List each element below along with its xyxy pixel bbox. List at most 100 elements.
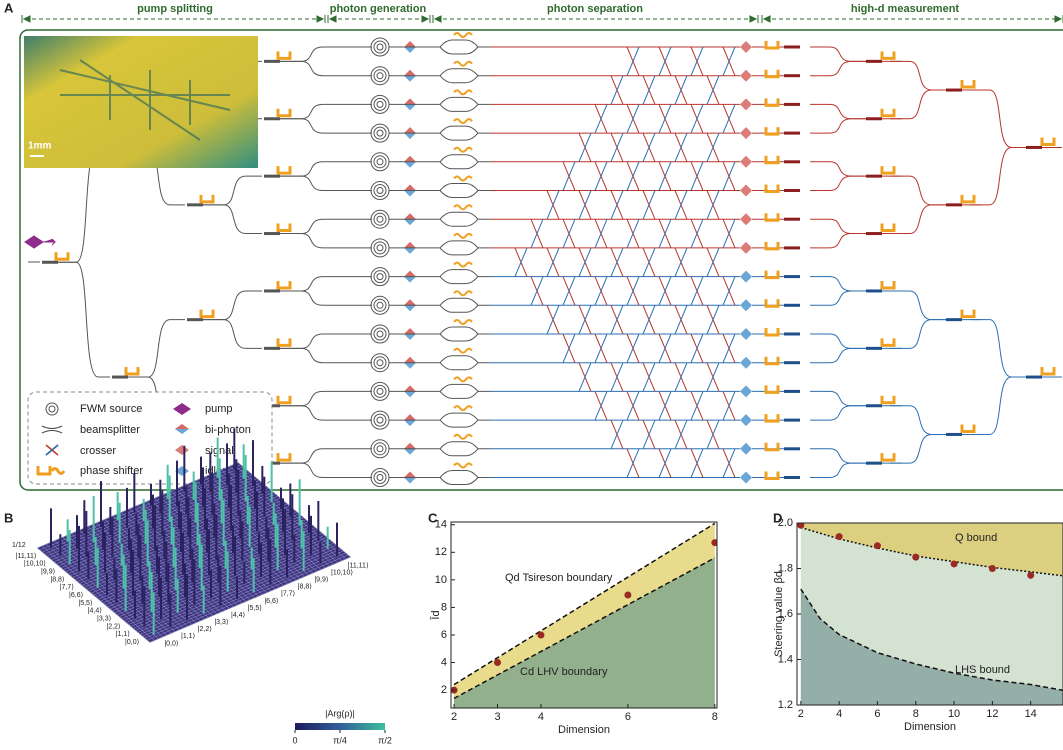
row-label: |6,6⟩ (69, 591, 84, 599)
beamsplitter (784, 46, 800, 49)
phase-shifter (766, 414, 778, 421)
legend-label: beamsplitter (80, 424, 140, 436)
beamsplitter (866, 232, 882, 235)
fwm-source (377, 475, 383, 481)
fwm-source (374, 242, 386, 254)
idler (740, 271, 752, 283)
heater (454, 291, 472, 295)
y-tick-label: 10 (435, 574, 447, 586)
phase-shifter (766, 472, 778, 479)
signal (740, 156, 752, 168)
col-label: |0,0⟩ (164, 639, 179, 647)
fwm-source (377, 360, 383, 366)
waveguide (810, 391, 866, 405)
beamsplitter (112, 376, 128, 379)
fwm-source (374, 271, 386, 283)
idler (740, 328, 752, 340)
panel-label: B (4, 510, 13, 525)
beamsplitter (946, 318, 962, 321)
heater (454, 148, 472, 152)
heater (454, 90, 472, 94)
phase-shifter (766, 271, 778, 278)
fwm-source (374, 443, 386, 455)
row-label: |5,5⟩ (78, 599, 93, 607)
figure: A B C D pump splitting photon generation… (0, 0, 1063, 750)
beamsplitter (264, 175, 280, 178)
row-label: |3,3⟩ (97, 614, 112, 622)
z-label: 1/12 (12, 542, 26, 549)
waveguide (389, 356, 490, 370)
section-title: photon separation (547, 3, 643, 15)
col-label: |2,2⟩ (198, 625, 213, 633)
x-tick-label: 4 (538, 711, 544, 723)
fwm-source (377, 101, 383, 107)
section-title: high-d measurement (851, 3, 960, 15)
heater (454, 234, 472, 238)
beamsplitter (784, 476, 800, 479)
phase-shifter (882, 166, 894, 173)
waveguide (810, 348, 866, 362)
beamsplitter (866, 462, 882, 465)
waveguide (389, 241, 490, 255)
fwm-source (374, 472, 386, 484)
phase-shifter (882, 453, 894, 460)
waveguide (389, 69, 490, 83)
data-point (836, 533, 843, 540)
colorbar-tick-label: π/4 (333, 735, 347, 745)
x-axis-label: Dimension (904, 721, 956, 733)
fwm-source (374, 70, 386, 82)
waveguide (280, 176, 340, 190)
colorbar-tick-label: π/2 (378, 735, 392, 745)
waveguide (389, 442, 490, 456)
fwm-source (377, 331, 383, 337)
row-label: |8,8⟩ (50, 575, 65, 583)
waveguide (810, 463, 866, 477)
phase-shifter (766, 213, 778, 220)
waveguide (389, 97, 490, 111)
waveguide (810, 234, 866, 248)
waveguide (280, 234, 340, 248)
col-label: |11,11⟩ (348, 561, 369, 569)
waveguide (58, 262, 110, 377)
phase-shifter (278, 109, 290, 116)
fwm-source (377, 130, 383, 136)
phase-shifter (882, 109, 894, 116)
beamsplitter (187, 203, 203, 206)
col-label: |6,6⟩ (264, 597, 279, 605)
waveguide (890, 291, 946, 320)
waveguide (890, 406, 946, 435)
waveguide (810, 291, 866, 305)
beamsplitter (784, 74, 800, 77)
fwm-source (374, 213, 386, 225)
phase-shifter (278, 453, 290, 460)
data-point (537, 631, 544, 638)
phase-shifter (1042, 367, 1054, 374)
waveguide (389, 327, 490, 341)
legend-label: crosser (80, 445, 116, 457)
beamsplitter (866, 289, 882, 292)
phase-shifter (278, 281, 290, 288)
waveguide (280, 463, 340, 477)
waveguide (890, 320, 946, 349)
waveguide (890, 90, 946, 119)
beamsplitter (946, 89, 962, 92)
waveguide (970, 320, 1026, 377)
waveguide (389, 184, 490, 198)
beamsplitter (1026, 376, 1042, 379)
beamsplitter (784, 189, 800, 192)
phase-shifter (766, 328, 778, 335)
fwm-source (377, 302, 383, 308)
col-label: |9,9⟩ (314, 576, 329, 584)
x-tick-label: 8 (712, 711, 718, 723)
fwm-source (374, 98, 386, 110)
waveguide (389, 212, 490, 226)
y-tick-label: 2 (441, 684, 447, 696)
x-tick-label: 6 (625, 711, 631, 723)
fwm-source (374, 185, 386, 197)
scale-label: 1mm (28, 141, 51, 152)
waveguide (389, 270, 490, 284)
data-point (494, 659, 501, 666)
x-axis-label: Dimension (558, 724, 610, 736)
waveguide (810, 162, 866, 176)
plot-area (451, 523, 719, 708)
